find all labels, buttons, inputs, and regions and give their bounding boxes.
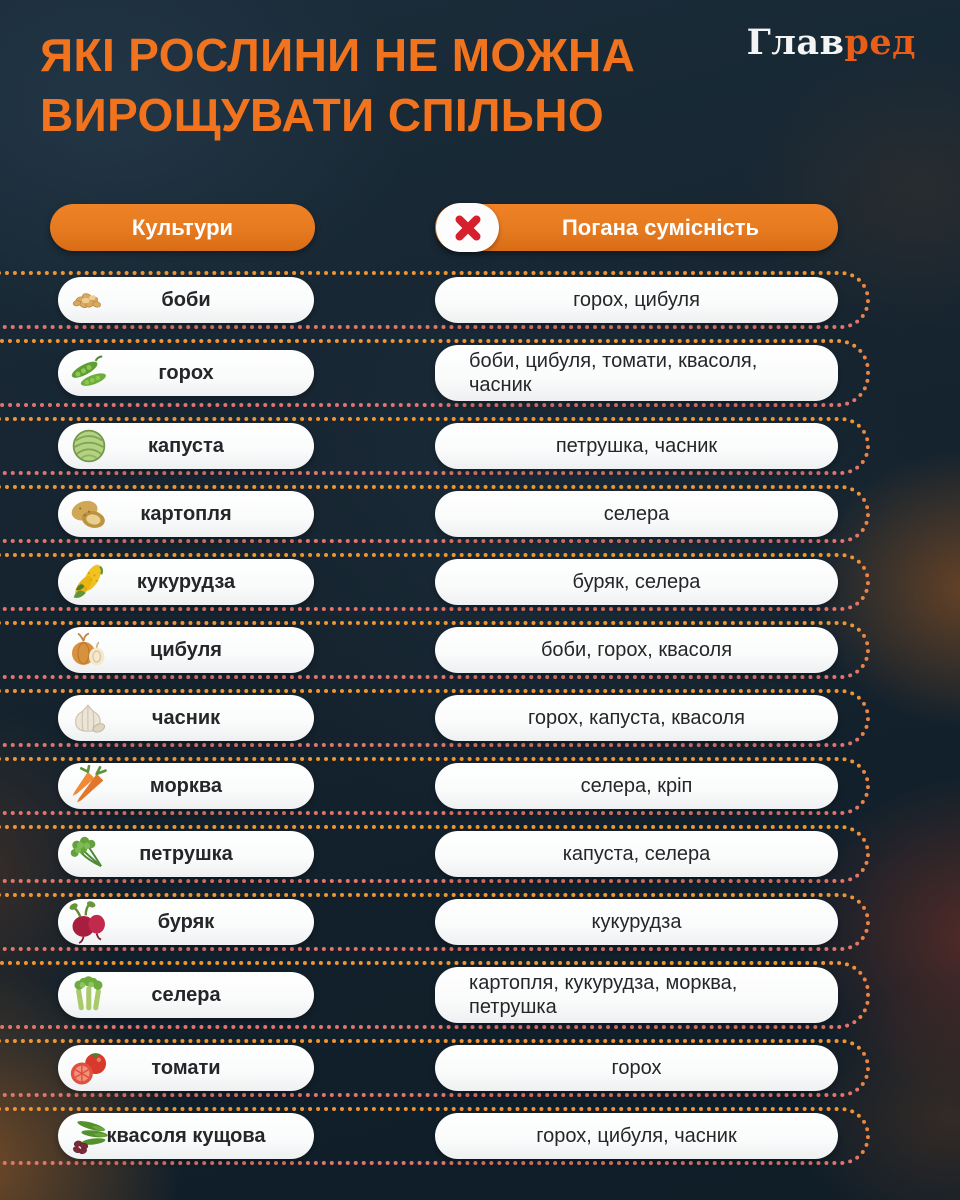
column-header-cultures: Культури bbox=[50, 204, 315, 251]
culture-pill: капуста bbox=[58, 423, 314, 469]
bad-compat-text: горох, цибуля, часник bbox=[536, 1124, 737, 1147]
culture-pill: томати bbox=[58, 1045, 314, 1091]
culture-label: квасоля кущова bbox=[106, 1124, 266, 1147]
table-row: картопля селера bbox=[0, 485, 870, 543]
table-row: цибуля боби, горох, квасоля bbox=[0, 621, 870, 679]
garlic-icon bbox=[65, 696, 113, 740]
column-header-bad-compatibility: Погана сумісність bbox=[435, 203, 838, 252]
culture-pill: боби bbox=[58, 277, 314, 323]
title-line-2: ВИРОЩУВАТИ СПІЛЬНО bbox=[40, 88, 605, 141]
peas-icon bbox=[65, 351, 113, 395]
bad-compat-text: петрушка, часник bbox=[555, 434, 718, 457]
culture-label: буряк bbox=[157, 910, 215, 933]
beans-icon bbox=[65, 278, 113, 322]
table-row: селера картопля, кукурудза, морква, петр… bbox=[0, 961, 870, 1029]
corn-icon bbox=[65, 560, 113, 604]
culture-label: капуста bbox=[148, 434, 224, 457]
bad-compat-pill: горох, цибуля, часник bbox=[435, 1113, 838, 1159]
x-cross-icon bbox=[436, 203, 499, 252]
bad-compat-pill: буряк, селера bbox=[435, 559, 838, 605]
tomato-icon bbox=[65, 1046, 113, 1090]
culture-pill: картопля bbox=[58, 491, 314, 537]
bad-compat-pill: селера bbox=[435, 491, 838, 537]
culture-label: часник bbox=[151, 706, 221, 729]
culture-label: боби bbox=[161, 288, 211, 311]
logo-part-white: Глав bbox=[746, 22, 845, 63]
bad-compat-header-label: Погана сумісність bbox=[561, 214, 760, 240]
bad-compat-pill: боби, цибуля, томати, квасоля, часник bbox=[435, 345, 838, 401]
culture-pill: морква bbox=[58, 763, 314, 809]
bad-compat-pill: картопля, кукурудза, морква, петрушка bbox=[435, 967, 838, 1023]
bad-compat-pill: боби, горох, квасоля bbox=[435, 627, 838, 673]
bad-compat-text: горох, цибуля bbox=[573, 288, 700, 311]
bad-compat-text: селера, кріп bbox=[580, 774, 693, 797]
bad-compat-text: горох, капуста, квасоля bbox=[528, 706, 745, 729]
beet-icon bbox=[65, 900, 113, 944]
table-row: буряк кукурудза bbox=[0, 893, 870, 951]
table-row: петрушка капуста, селера bbox=[0, 825, 870, 883]
potato-icon bbox=[65, 492, 113, 536]
bad-compat-pill: селера, кріп bbox=[435, 763, 838, 809]
carrot-icon bbox=[65, 764, 113, 808]
bad-compat-text: капуста, селера bbox=[562, 842, 711, 865]
culture-pill: кукурудза bbox=[58, 559, 314, 605]
table-row: морква селера, кріп bbox=[0, 757, 870, 815]
title-line-1: ЯКІ РОСЛИНИ НЕ МОЖНА bbox=[40, 29, 636, 81]
bad-compat-text: боби, горох, квасоля bbox=[540, 638, 733, 661]
page-title: ЯКІ РОСЛИНИ НЕ МОЖНА ВИРОЩУВАТИ СПІЛЬНО bbox=[40, 26, 635, 146]
table-row: горох боби, цибуля, томати, квасоля, час… bbox=[0, 339, 870, 407]
cultures-header-label: Культури bbox=[131, 214, 234, 240]
logo-part-orange: ред bbox=[844, 22, 916, 63]
table-row: часник горох, капуста, квасоля bbox=[0, 689, 870, 747]
onion-icon bbox=[65, 628, 113, 672]
bad-compat-pill: горох, капуста, квасоля bbox=[435, 695, 838, 741]
bad-compat-text: боби, цибуля, томати, квасоля, часник bbox=[469, 350, 758, 396]
bad-compat-text: картопля, кукурудза, морква, петрушка bbox=[469, 972, 738, 1018]
culture-label: цибуля bbox=[150, 638, 222, 661]
column-headers: Культури Погана сумісність bbox=[0, 203, 960, 252]
bad-compat-pill: петрушка, часник bbox=[435, 423, 838, 469]
bad-compat-text: буряк, селера bbox=[572, 570, 701, 593]
culture-pill: горох bbox=[58, 350, 314, 396]
bad-compat-pill: горох bbox=[435, 1045, 838, 1091]
culture-label: морква bbox=[149, 774, 223, 797]
table-row: боби горох, цибуля bbox=[0, 271, 870, 329]
bad-compat-pill: горох, цибуля bbox=[435, 277, 838, 323]
cabbage-icon bbox=[65, 424, 113, 468]
bush-beans-icon bbox=[65, 1114, 113, 1158]
culture-label: томати bbox=[151, 1056, 221, 1079]
culture-label: петрушка bbox=[139, 842, 233, 865]
celery-icon bbox=[65, 973, 113, 1017]
parsley-icon bbox=[65, 832, 113, 876]
culture-pill: цибуля bbox=[58, 627, 314, 673]
culture-pill: буряк bbox=[58, 899, 314, 945]
bad-compat-text: селера bbox=[603, 502, 670, 525]
bad-compat-text: горох bbox=[611, 1056, 662, 1079]
culture-label: горох bbox=[158, 361, 214, 384]
culture-label: картопля bbox=[140, 502, 232, 525]
bad-compat-text: кукурудза bbox=[591, 910, 682, 933]
culture-label: селера bbox=[151, 983, 221, 1006]
culture-pill: петрушка bbox=[58, 831, 314, 877]
culture-pill: часник bbox=[58, 695, 314, 741]
culture-pill: селера bbox=[58, 972, 314, 1018]
bad-compat-pill: кукурудза bbox=[435, 899, 838, 945]
table-row: кукурудза буряк, селера bbox=[0, 553, 870, 611]
culture-label: кукурудза bbox=[136, 570, 236, 593]
table-row: томати горох bbox=[0, 1039, 870, 1097]
bad-compat-pill: капуста, селера bbox=[435, 831, 838, 877]
table-row: капуста петрушка, часник bbox=[0, 417, 870, 475]
rows: боби горох, цибуля горох боби, цибуля, т… bbox=[0, 271, 960, 1165]
brand-logo: Главред bbox=[747, 22, 916, 63]
table-row: квасоля кущова горох, цибуля, часник bbox=[0, 1107, 870, 1165]
culture-pill: квасоля кущова bbox=[58, 1113, 314, 1159]
